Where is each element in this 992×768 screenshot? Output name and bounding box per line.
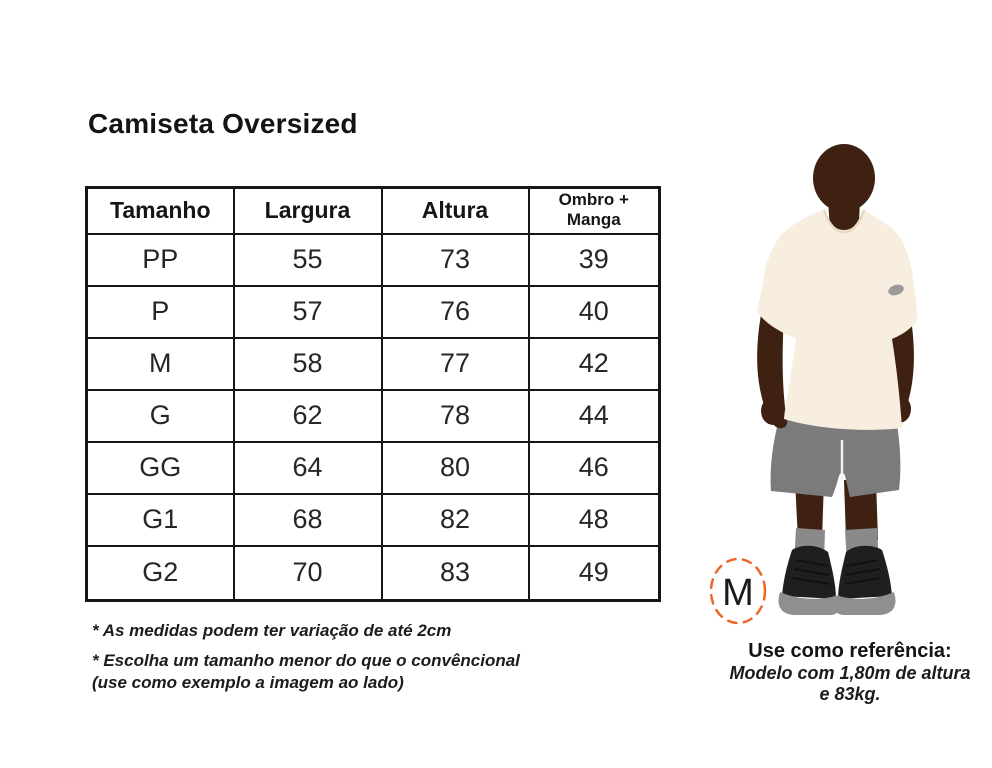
col-header-largura: Largura [232, 186, 383, 235]
altura-cell: 77 [380, 336, 530, 391]
table-row-g1: G1 68 82 48 [85, 492, 661, 547]
size-cell: G2 [85, 544, 235, 602]
size-cell: PP [85, 232, 235, 287]
model-head [813, 144, 875, 212]
largura-cell: 70 [232, 544, 383, 602]
size-cell: G [85, 388, 235, 443]
largura-cell: 57 [232, 284, 383, 339]
altura-cell: 82 [380, 492, 530, 547]
table-row-g2: G2 70 83 49 [85, 544, 661, 602]
ombro-manga-cell: 49 [527, 544, 661, 602]
col-header-tamanho: Tamanho [85, 186, 235, 235]
model-right-shoe [838, 545, 892, 599]
model-tshirt [757, 210, 918, 430]
table-row-p: P 57 76 40 [85, 284, 661, 339]
altura-cell: 80 [380, 440, 530, 495]
largura-cell: 64 [232, 440, 383, 495]
table-header-row: Tamanho Largura Altura Ombro + Manga [85, 186, 661, 235]
size-badge: M [709, 557, 767, 625]
size-chart-table: Tamanho Largura Altura Ombro + Manga PP … [85, 186, 661, 602]
table-row-pp: PP 55 73 39 [85, 232, 661, 287]
table-row-g: G 62 78 44 [85, 388, 661, 443]
col-header-ombro-manga: Ombro + Manga [527, 186, 661, 235]
col-header-ombro-manga-label: Ombro + Manga [558, 190, 629, 230]
footnote-choose-smaller: * Escolha um tamanho menor do que o conv… [92, 650, 562, 694]
ombro-manga-cell: 39 [527, 232, 661, 287]
ombro-manga-cell: 40 [527, 284, 661, 339]
ombro-manga-cell: 46 [527, 440, 661, 495]
reference-caption: Use como referência: Modelo com 1,80m de… [718, 640, 982, 705]
size-cell: GG [85, 440, 235, 495]
table-row-m: M 58 77 42 [85, 336, 661, 391]
ombro-manga-cell: 42 [527, 336, 661, 391]
caption-model-height: Modelo com 1,80m de altura [729, 663, 971, 683]
footnote-choose-line2: (use como exemplo a imagem ao lado) [92, 673, 404, 692]
altura-cell: 73 [380, 232, 530, 287]
footnotes: * As medidas podem ter variação de até 2… [92, 620, 562, 702]
shoe-laces [792, 559, 882, 585]
col-header-altura: Altura [380, 186, 530, 235]
altura-cell: 78 [380, 388, 530, 443]
model-right-sole [833, 592, 896, 615]
model-collar [822, 209, 866, 234]
altura-cell: 83 [380, 544, 530, 602]
altura-cell: 76 [380, 284, 530, 339]
size-cell: P [85, 284, 235, 339]
size-cell: M [85, 336, 235, 391]
largura-cell: 55 [232, 232, 383, 287]
page-title: Camiseta Oversized [88, 108, 358, 139]
size-badge-dashed-circle [709, 557, 767, 625]
largura-cell: 62 [232, 388, 383, 443]
model-left-arm [757, 300, 788, 429]
model-shorts [770, 408, 901, 497]
model-left-shoe [782, 545, 836, 599]
table-row-gg: GG 64 80 46 [85, 440, 661, 495]
ombro-manga-cell: 48 [527, 492, 661, 547]
largura-cell: 58 [232, 336, 383, 391]
model-left-fist [761, 397, 785, 425]
footnote-variation: * As medidas podem ter variação de até 2… [92, 621, 452, 640]
ombro-manga-cell: 44 [527, 388, 661, 443]
sleeve-logo [888, 284, 904, 296]
caption-title: Use como referência: [748, 640, 952, 662]
footnote-choose-line1: * Escolha um tamanho menor do que o conv… [92, 651, 520, 670]
model-illustration [757, 144, 918, 615]
size-badge-letter: M [722, 572, 754, 614]
model-left-sole [778, 592, 841, 615]
size-cell: G1 [85, 492, 235, 547]
largura-cell: 68 [232, 492, 383, 547]
caption-model-weight: e 83kg. [819, 684, 881, 704]
